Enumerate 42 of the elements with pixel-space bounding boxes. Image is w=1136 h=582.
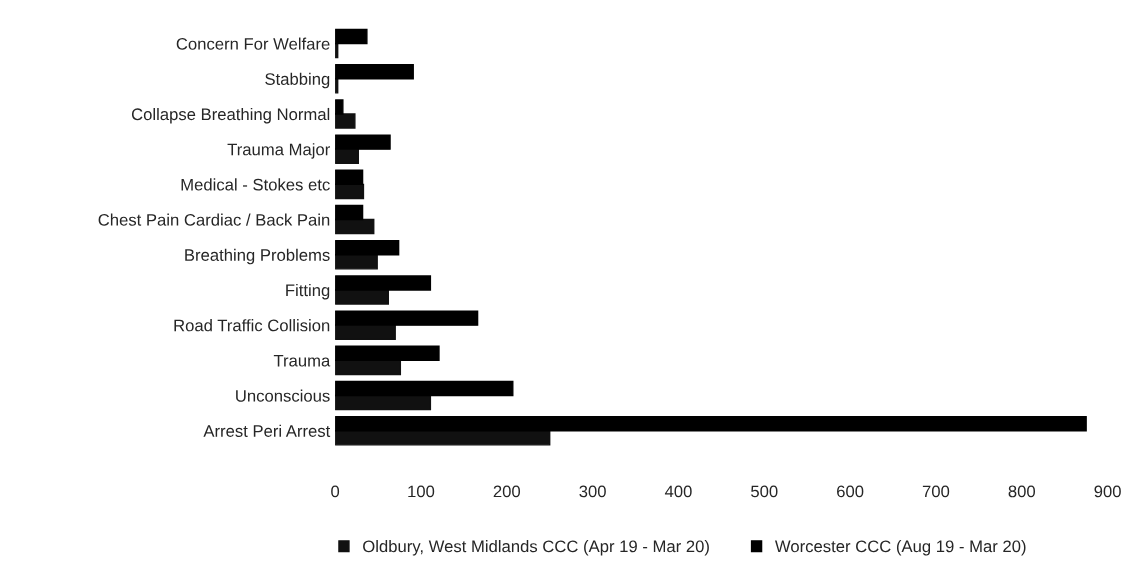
bar (335, 254, 378, 270)
bar (335, 310, 479, 326)
bar (335, 415, 1087, 432)
bar (335, 28, 368, 45)
y-tick-label: Concern For Welfare (176, 37, 330, 50)
bar (335, 63, 414, 80)
bar (335, 113, 356, 129)
y-tick-label: Medical - Stokes etc (181, 178, 330, 191)
legend-label: Oldbury, West Midlands CCC (Apr 19 - Mar 20) (363, 539, 709, 556)
y-tick-label: Collapse Breathing Normal (131, 107, 330, 124)
x-tick-label: 400 (664, 485, 692, 498)
bar (335, 345, 440, 362)
y-tick-label: Breathing Problems (185, 248, 330, 265)
y-tick-label: Unconscious (236, 389, 330, 402)
bar (335, 134, 391, 150)
y-tick-label: Trauma Major (227, 143, 330, 159)
x-tick-label: 700 (922, 485, 950, 498)
bar (335, 394, 432, 411)
bar (335, 275, 432, 291)
legend-label: Worcester CCC (Aug 19 - Mar 20) (774, 539, 1026, 556)
bar (335, 239, 400, 256)
x-tick-label: 100 (408, 485, 435, 498)
x-tick-label: 200 (493, 485, 521, 498)
y-tick-label: Arrest Peri Arrest (203, 424, 331, 437)
y-tick-label: Road Traffic Collision (174, 319, 330, 332)
bar (335, 204, 364, 221)
y-tick-label: Stabbing (265, 72, 330, 89)
bar (335, 324, 396, 340)
x-tick-label: 0 (331, 485, 340, 498)
y-tick-label: Fitting (286, 283, 330, 300)
bar (335, 218, 375, 235)
y-tick-label: Chest Pain Cardiac / Back Pain (98, 213, 330, 226)
x-tick-label: 900 (1094, 485, 1121, 498)
bar (335, 99, 344, 115)
bar (335, 430, 551, 446)
x-tick-label: 600 (837, 485, 864, 498)
bar (335, 169, 364, 186)
x-tick-label: 500 (751, 485, 778, 498)
x-tick-label: 300 (579, 485, 606, 498)
x-tick-label: 800 (1008, 485, 1036, 498)
bar (335, 380, 514, 397)
y-tick-label: Trauma (273, 354, 331, 367)
